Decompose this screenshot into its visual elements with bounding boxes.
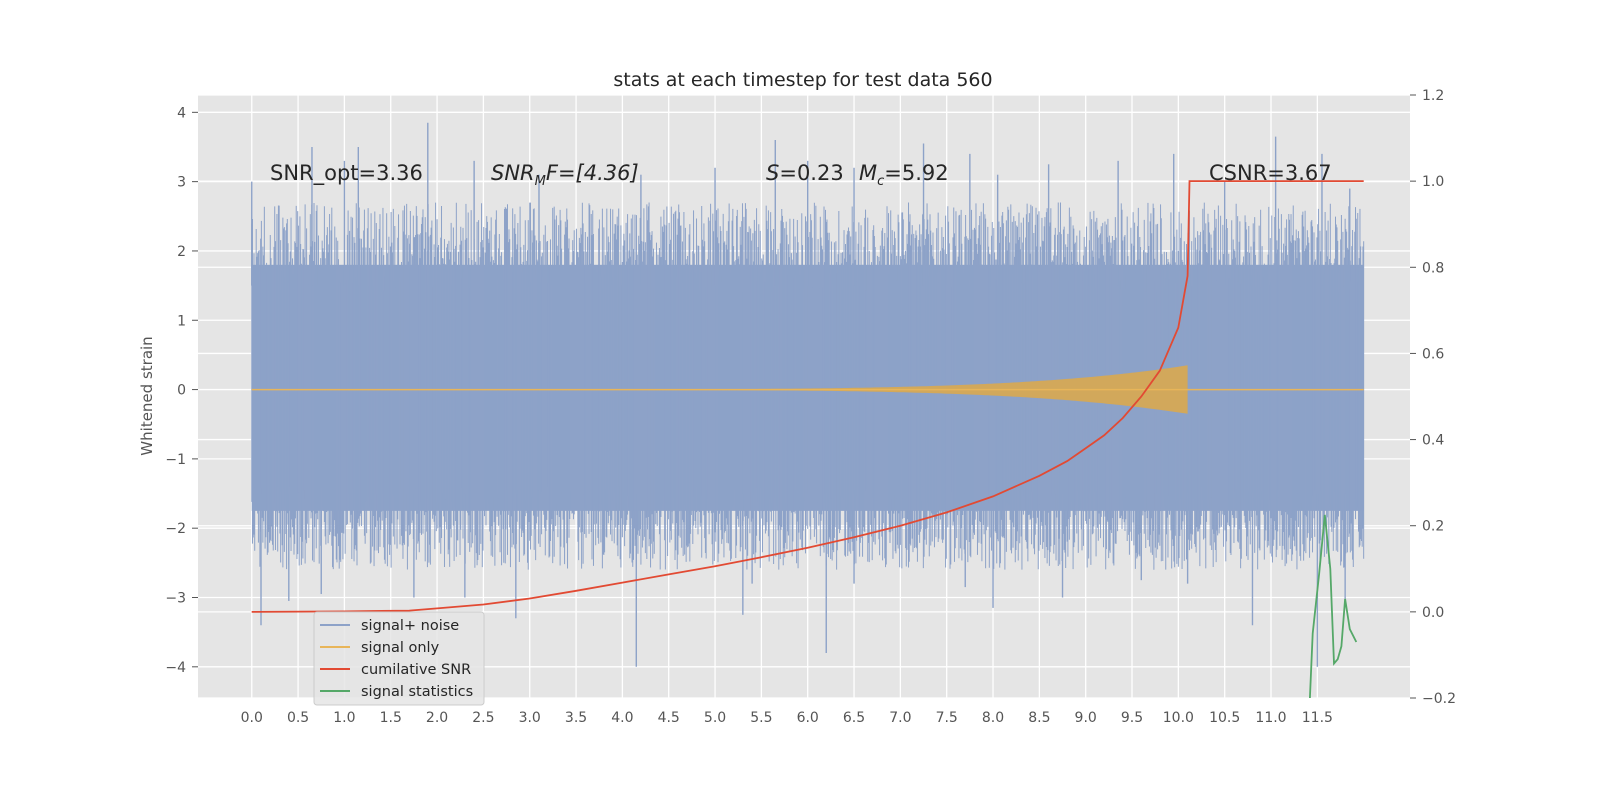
- x-tick-label: 6.0: [797, 710, 819, 726]
- x-tick-label: 7.5: [936, 710, 958, 726]
- series-signal-only: [251, 365, 1364, 414]
- x-tick-label: 9.0: [1075, 710, 1097, 726]
- s-value: =0.23: [779, 161, 843, 185]
- chart-title: stats at each timestep for test data 560: [613, 69, 992, 91]
- x-tick-label: 2.5: [472, 710, 494, 726]
- annotation-mc: Mc=5.92: [859, 161, 949, 189]
- legend-label: signal statistics: [361, 684, 473, 700]
- y-tick-label: 4: [177, 105, 186, 121]
- annotation-csnr: CSNR=3.67: [1209, 161, 1332, 185]
- x-tick-label: 9.5: [1121, 710, 1143, 726]
- x-tick-label: 8.0: [982, 710, 1004, 726]
- y-tick-label: −4: [165, 660, 186, 676]
- x-tick-label: 1.0: [333, 710, 355, 726]
- x-tick-label: 5.0: [704, 710, 726, 726]
- annotation-snr-opt: SNR_opt=3.36: [270, 161, 423, 186]
- cumulative-snr-line: [251, 180, 1364, 613]
- y2-tick-label: 1.2: [1422, 88, 1444, 104]
- signal-statistics-line: [1309, 514, 1358, 699]
- x-tick-label: 10.5: [1209, 710, 1240, 726]
- y-axis-right: −0.2 0.0 0.2 0.4 0.6 0.8 1.0 1.2: [1410, 88, 1456, 707]
- x-tick-label: 4.0: [611, 710, 633, 726]
- y2-tick-label: −0.2: [1422, 691, 1456, 707]
- snr-mf-suffix: F=[4.36]: [546, 161, 639, 185]
- y-tick-label: 0: [177, 383, 186, 399]
- y-tick-label: 2: [177, 244, 186, 260]
- legend-box: [313, 611, 485, 706]
- x-tick-label: 0.0: [241, 710, 263, 726]
- series-cumulative-snr: [251, 180, 1364, 613]
- x-tick-label: 2.0: [426, 710, 448, 726]
- y-tick-label: −3: [165, 591, 186, 607]
- y2-tick-label: 0.6: [1422, 346, 1444, 362]
- y-tick-label: 1: [177, 313, 186, 329]
- snr-mf-subscript: M: [535, 174, 546, 189]
- x-tick-label: 11.0: [1255, 710, 1286, 726]
- y-tick-label: −1: [165, 452, 186, 468]
- y-axis-label: Whitened strain: [138, 336, 156, 455]
- x-tick-label: 8.5: [1028, 710, 1050, 726]
- x-tick-label: 3.5: [565, 710, 587, 726]
- y2-tick-label: 0.2: [1422, 519, 1444, 535]
- y-tick-label: −2: [165, 521, 186, 537]
- legend-label: signal+ noise: [361, 618, 459, 634]
- mc-value: =5.92: [884, 161, 948, 185]
- y-tick-label: 3: [177, 175, 186, 191]
- y2-tick-label: 1.0: [1422, 174, 1444, 190]
- legend-label: signal only: [361, 640, 440, 656]
- annotation-s: S=0.23: [766, 161, 844, 185]
- legend: signal+ noise signal only cumilative SNR si…: [313, 611, 485, 706]
- x-axis: 0.0 0.5 1.0 1.5 2.0 2.5 3.0 3.5 4.0 4.5 5.0 5.5 6.0 6…: [241, 710, 1333, 726]
- snr-mf-prefix: SNR: [491, 161, 535, 185]
- x-tick-label: 6.5: [843, 710, 865, 726]
- y2-tick-label: 0.4: [1422, 433, 1444, 449]
- x-tick-label: 0.5: [287, 710, 309, 726]
- x-tick-label: 4.5: [658, 710, 680, 726]
- x-tick-label: 7.0: [889, 710, 911, 726]
- y2-tick-label: 0.0: [1422, 605, 1444, 621]
- annotation-snr-mf: SNRMF=[4.36]: [491, 161, 639, 189]
- mc-subscript: c: [877, 174, 884, 189]
- series-signal-statistics: [1309, 514, 1358, 699]
- s-symbol: S: [766, 161, 779, 185]
- y-axis-left: −4 −3 −2 −1 0 1 2 3 4: [165, 105, 198, 676]
- x-tick-label: 10.0: [1163, 710, 1194, 726]
- y2-tick-label: 0.8: [1422, 260, 1444, 276]
- x-tick-label: 5.5: [750, 710, 772, 726]
- legend-label: cumilative SNR: [361, 662, 471, 678]
- x-tick-label: 1.5: [380, 710, 402, 726]
- x-tick-label: 3.0: [519, 710, 541, 726]
- snr-mf-rest: F=[4.36]: [546, 161, 639, 185]
- x-tick-label: 11.5: [1302, 710, 1333, 726]
- mc-symbol: M: [859, 161, 877, 185]
